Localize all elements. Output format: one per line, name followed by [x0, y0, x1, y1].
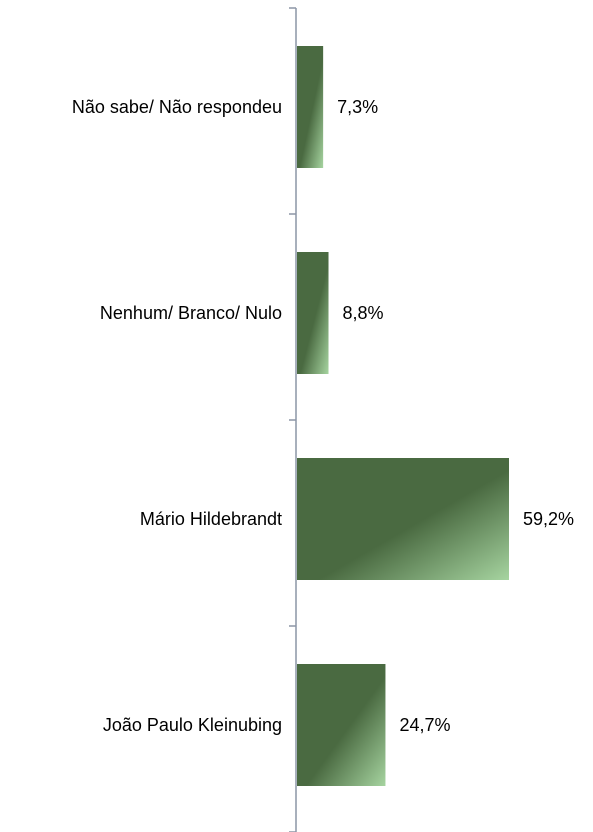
- bar: [297, 664, 386, 786]
- category-label: Não sabe/ Não respondeu: [72, 97, 282, 117]
- value-label: 24,7%: [399, 715, 450, 735]
- category-axis: [289, 7, 297, 832]
- bar: [297, 458, 509, 580]
- category-label: Nenhum/ Branco/ Nulo: [100, 303, 282, 323]
- value-label: 8,8%: [343, 303, 384, 323]
- bars-group: [297, 46, 509, 786]
- labels-group: Não sabe/ Não respondeu 7,3% Nenhum/ Branc…: [72, 97, 574, 735]
- bar: [297, 252, 329, 374]
- category-label: João Paulo Kleinubing: [103, 715, 282, 735]
- value-label: 7,3%: [337, 97, 378, 117]
- bar: [297, 46, 324, 168]
- value-label: 59,2%: [523, 509, 574, 529]
- category-label: Mário Hildebrandt: [140, 509, 282, 529]
